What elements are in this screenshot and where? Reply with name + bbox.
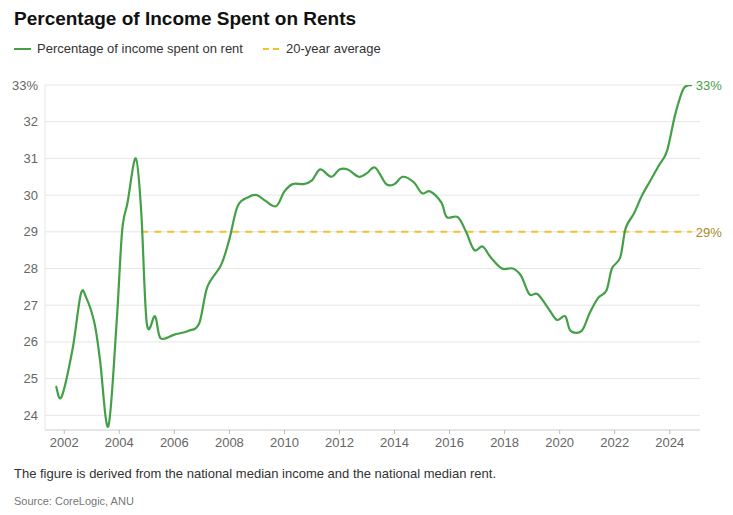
y-tick-label: 28 [24, 261, 38, 276]
x-tick [339, 430, 340, 434]
y-tick-label: 26 [24, 334, 38, 349]
grid-line [45, 195, 700, 196]
x-tick-label: 2004 [105, 435, 134, 450]
grid-line [45, 415, 700, 416]
x-tick-label: 2022 [600, 435, 629, 450]
series-line [141, 231, 691, 233]
x-tick-label: 2010 [270, 435, 299, 450]
grid-line [45, 121, 700, 122]
title: Percentage of Income Spent on Rents [14, 8, 356, 29]
x-tick-label: 2020 [545, 435, 574, 450]
x-tick-label: 2014 [380, 435, 409, 450]
x-axis-line [45, 430, 700, 431]
x-tick [119, 430, 120, 434]
x-tick [504, 430, 505, 434]
y-tick-label: 27 [24, 298, 38, 313]
grid-line [45, 378, 700, 379]
y-tick-label: 33% [12, 78, 38, 93]
y-tick-label: 24 [24, 408, 38, 423]
x-tick [229, 430, 230, 434]
x-tick [174, 430, 175, 434]
legend-label: 20-year average [286, 41, 381, 56]
x-tick-label: 2024 [655, 435, 684, 450]
y-tick-label: 31 [24, 151, 38, 166]
chart: Percentage of Income Spent on Rents 24 25 2… [0, 0, 733, 515]
grid-line [45, 85, 700, 86]
x-tick [64, 430, 65, 434]
grid-line [45, 305, 700, 306]
x-tick [449, 430, 450, 434]
y-tick-label: 29 [24, 224, 38, 239]
grid-line [45, 341, 700, 342]
legend-swatch [14, 48, 31, 50]
x-tick [394, 430, 395, 434]
x-tick [284, 430, 285, 434]
legend-swatch [263, 48, 280, 50]
x-tick [614, 430, 615, 434]
x-tick-label: 2002 [50, 435, 79, 450]
annotation: 33% [696, 78, 722, 93]
legend: Percentage of income spent on rent 20-yea… [14, 41, 381, 56]
y-tick-label: 25 [24, 371, 38, 386]
y-tick-label: 32 [24, 114, 38, 129]
annotation: 29% [696, 225, 722, 240]
x-tick-label: 2012 [325, 435, 354, 450]
x-tick-label: 2018 [490, 435, 519, 450]
plot-area [56, 85, 692, 427]
x-tick-label: 2016 [435, 435, 464, 450]
y-axis-line [45, 85, 46, 430]
x-tick [559, 430, 560, 434]
series-line [56, 85, 692, 427]
x-tick-label: 2006 [160, 435, 189, 450]
legend-label: Percentage of income spent on rent [37, 41, 243, 56]
x-tick-label: 2008 [215, 435, 244, 450]
x-tick [669, 430, 670, 434]
grid-line [45, 158, 700, 159]
footnote: The figure is derived from the national … [14, 466, 496, 481]
source: Source: CoreLogic, ANU [14, 495, 134, 507]
y-tick-label: 30 [24, 188, 38, 203]
